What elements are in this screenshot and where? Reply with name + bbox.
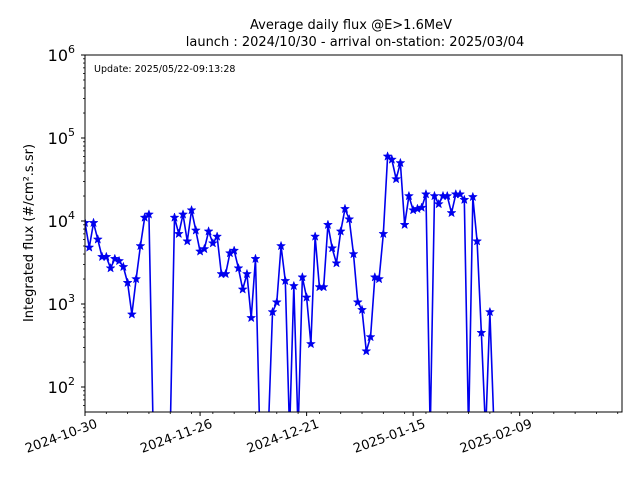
- data-point-star: [484, 306, 495, 317]
- data-point-star: [220, 268, 231, 279]
- data-point-star: [339, 203, 351, 214]
- data-point-star: [459, 194, 470, 205]
- data-point-star: [85, 242, 95, 252]
- data-point-star: [212, 231, 223, 241]
- data-point-star: [369, 271, 380, 282]
- y-tick-label: 103: [48, 292, 75, 314]
- plot-area: [85, 151, 495, 412]
- data-point-star: [454, 188, 466, 199]
- data-point-star: [229, 245, 240, 255]
- data-point-star: [361, 345, 372, 356]
- chart-title-line1: Average daily flux @E>1.6MeV: [250, 18, 452, 33]
- data-point-star: [467, 191, 478, 202]
- data-point-star: [322, 219, 333, 230]
- data-point-star: [173, 228, 184, 239]
- data-point-star: [233, 262, 244, 273]
- data-point-star: [331, 257, 342, 268]
- data-point-star: [403, 190, 414, 201]
- data-point-star: [105, 262, 116, 273]
- y-axis-ticks: 102 103 104 105 106: [48, 43, 85, 406]
- data-point-star: [472, 235, 483, 246]
- data-point-star: [101, 251, 112, 262]
- data-point-star: [395, 157, 406, 168]
- data-point-star: [356, 304, 368, 315]
- data-point-star: [420, 188, 432, 199]
- data-point-star: [92, 234, 103, 244]
- y-tick-label: 105: [48, 126, 75, 148]
- data-point-star: [182, 235, 193, 246]
- data-point-star: [378, 228, 389, 239]
- data-point-star: [250, 253, 261, 264]
- y-tick-label: 104: [48, 209, 75, 231]
- data-point-star: [352, 296, 363, 307]
- data-point-star: [207, 237, 218, 248]
- y-tick-label: 102: [48, 375, 75, 397]
- data-point-star: [374, 273, 385, 284]
- data-point-star: [297, 271, 308, 282]
- update-annotation: Update: 2025/05/22-09:13:28: [94, 64, 235, 75]
- series-line: [85, 155, 495, 412]
- data-point-star: [118, 261, 129, 272]
- data-point-star: [88, 217, 99, 228]
- data-point-star: [109, 253, 120, 264]
- data-point-star: [122, 277, 133, 288]
- data-point-star: [85, 217, 91, 228]
- data-point-star: [335, 226, 346, 236]
- y-axis-label: Integrated flux (#/cm².s.sr): [22, 144, 37, 322]
- data-point-star: [275, 240, 287, 251]
- data-point-star: [446, 207, 457, 218]
- data-point-star: [386, 154, 397, 164]
- data-point-star: [135, 240, 146, 251]
- data-point-star: [190, 225, 201, 235]
- data-point-star: [237, 284, 248, 294]
- chart-title-line2: launch : 2024/10/30 - arrival on-station…: [186, 35, 524, 50]
- data-point-star: [344, 213, 355, 224]
- data-point-star: [143, 209, 154, 219]
- data-point-star: [391, 173, 402, 184]
- data-point-star: [169, 212, 180, 222]
- data-point-star: [310, 231, 321, 241]
- data-point-star: [177, 209, 189, 219]
- data-point-star: [429, 190, 440, 201]
- data-point-star: [399, 219, 410, 230]
- data-point-star: [126, 309, 137, 319]
- data-point-star: [280, 275, 291, 286]
- data-point-star: [246, 312, 257, 323]
- data-point-star: [476, 327, 487, 338]
- data-point-star: [416, 202, 427, 212]
- data-point-star: [433, 198, 444, 209]
- data-point-star: [442, 190, 453, 201]
- data-point-star: [267, 306, 278, 317]
- y-tick-label: 106: [48, 43, 75, 65]
- data-point-star: [348, 248, 359, 259]
- data-point-star: [114, 255, 125, 266]
- data-point-star: [288, 280, 299, 291]
- data-point-star: [186, 204, 197, 215]
- data-point-star: [241, 268, 253, 279]
- data-point-star: [305, 338, 316, 349]
- data-point-star: [199, 243, 210, 254]
- series-group: [85, 151, 495, 412]
- data-point-star: [327, 242, 338, 253]
- data-point-star: [131, 273, 142, 284]
- data-point-star: [271, 296, 282, 307]
- data-point-star: [203, 226, 214, 236]
- data-point-star: [301, 292, 312, 302]
- data-point-star: [318, 281, 329, 292]
- data-point-star: [365, 331, 376, 342]
